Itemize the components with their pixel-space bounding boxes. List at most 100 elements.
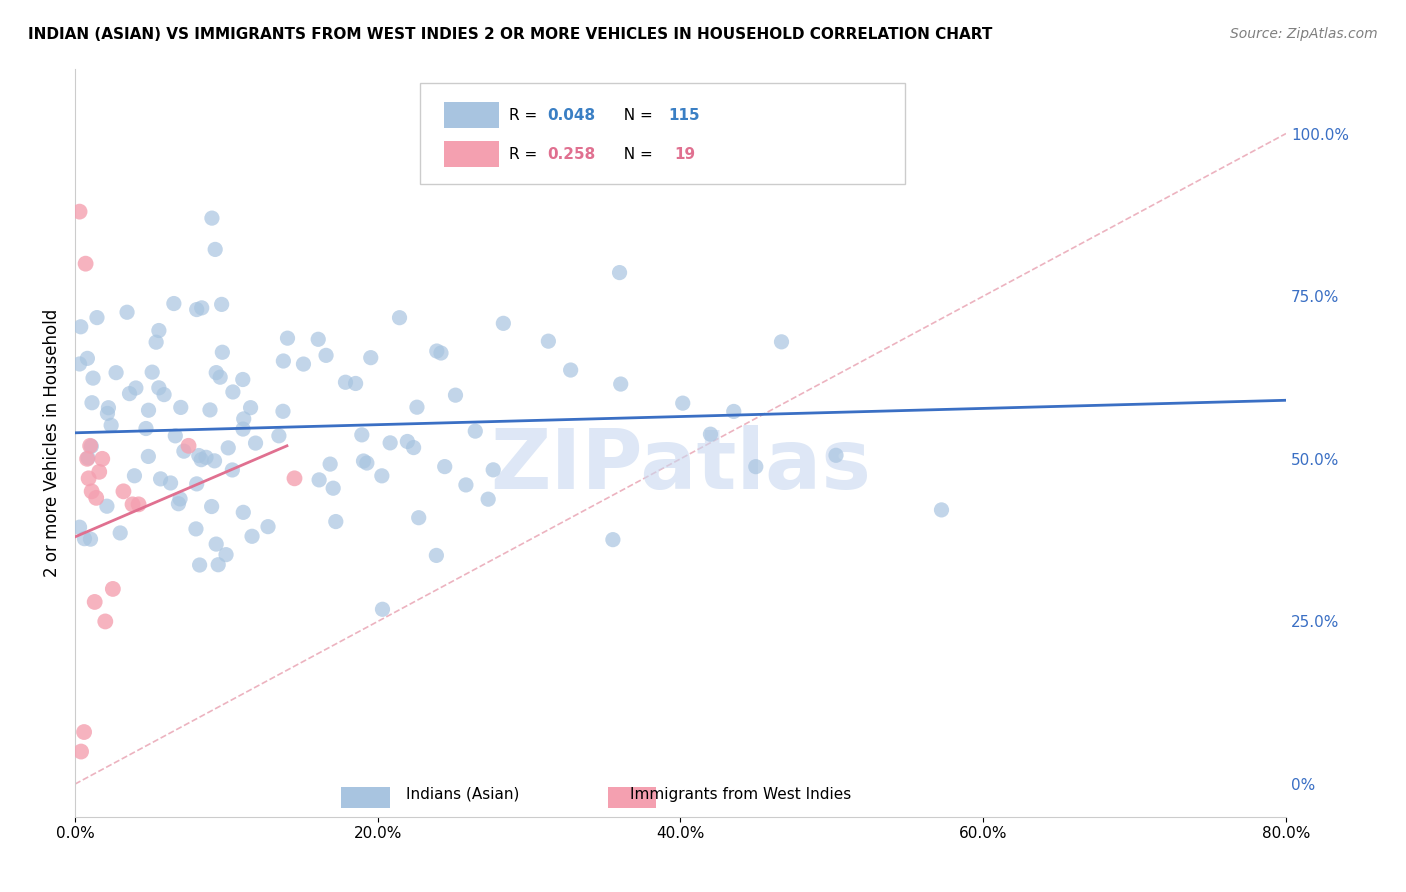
Point <box>232 372 254 386</box>
Text: Immigrants from West Indies: Immigrants from West Indies <box>630 787 852 802</box>
Point <box>267 429 290 443</box>
Point <box>165 429 187 443</box>
Point <box>770 334 793 349</box>
Point <box>135 421 157 435</box>
Point <box>77 471 100 485</box>
Point <box>190 301 212 315</box>
Text: N =: N = <box>614 147 658 162</box>
Point <box>186 302 208 317</box>
Point <box>94 615 117 629</box>
Point <box>204 454 226 468</box>
Point <box>79 532 101 546</box>
Point <box>356 456 378 470</box>
Text: R =: R = <box>509 147 541 162</box>
Point <box>177 439 200 453</box>
Point <box>141 365 163 379</box>
Point <box>118 386 141 401</box>
Point <box>204 243 226 257</box>
Point <box>699 427 721 442</box>
Point <box>167 497 190 511</box>
Point <box>105 366 128 380</box>
Point <box>205 537 228 551</box>
Point <box>80 484 103 499</box>
Point <box>482 463 505 477</box>
Point <box>112 484 135 499</box>
Point <box>108 525 131 540</box>
Point <box>215 548 238 562</box>
Text: Indians (Asian): Indians (Asian) <box>406 787 519 802</box>
Point <box>73 725 96 739</box>
Text: 19: 19 <box>675 147 696 162</box>
Point <box>425 549 447 563</box>
Text: 0.048: 0.048 <box>547 108 595 123</box>
Point <box>148 324 170 338</box>
Point <box>198 403 221 417</box>
Text: 115: 115 <box>668 108 700 123</box>
Point <box>69 520 91 534</box>
Point <box>79 439 101 453</box>
Point <box>239 401 262 415</box>
Point <box>86 310 108 325</box>
Point <box>80 396 103 410</box>
Point <box>138 450 160 464</box>
Point <box>211 345 233 359</box>
Point <box>169 491 191 506</box>
Point <box>825 448 848 462</box>
Point <box>240 529 263 543</box>
Point <box>609 266 631 280</box>
Point <box>82 371 104 385</box>
FancyBboxPatch shape <box>444 103 499 128</box>
Point <box>232 412 254 426</box>
Point <box>101 582 124 596</box>
Text: ZIPatlas: ZIPatlas <box>489 425 870 506</box>
Point <box>931 503 953 517</box>
Point <box>83 595 105 609</box>
Point <box>271 404 294 418</box>
Point <box>217 441 239 455</box>
Point <box>69 357 91 371</box>
Point <box>315 348 337 362</box>
Point <box>454 478 477 492</box>
Point <box>371 602 394 616</box>
Point <box>170 401 193 415</box>
Point <box>209 370 232 384</box>
Point <box>91 451 114 466</box>
Point <box>97 401 120 415</box>
Point <box>125 381 148 395</box>
Point <box>201 211 224 226</box>
Point <box>222 384 245 399</box>
Text: R =: R = <box>509 108 541 123</box>
Point <box>232 505 254 519</box>
Point <box>121 497 143 511</box>
Point <box>89 465 111 479</box>
Point <box>70 745 93 759</box>
Point <box>100 418 122 433</box>
Point <box>276 331 298 345</box>
Point <box>433 459 456 474</box>
Point <box>115 305 138 319</box>
Point <box>257 519 280 533</box>
Point <box>211 297 233 311</box>
Y-axis label: 2 or more Vehicles in Household: 2 or more Vehicles in Household <box>44 309 60 577</box>
Point <box>173 444 195 458</box>
Point <box>80 439 103 453</box>
Point <box>319 457 342 471</box>
Point <box>308 473 330 487</box>
Point <box>292 357 315 371</box>
Point <box>128 497 150 511</box>
Point <box>190 452 212 467</box>
Point <box>371 468 394 483</box>
Point <box>186 476 208 491</box>
Point <box>76 451 98 466</box>
Point <box>96 499 118 513</box>
Point <box>560 363 582 377</box>
Point <box>188 558 211 572</box>
Point <box>84 491 107 505</box>
Point <box>408 510 430 524</box>
Point <box>232 422 254 436</box>
Point <box>378 435 401 450</box>
Point <box>402 441 425 455</box>
Point <box>145 335 167 350</box>
Point <box>124 468 146 483</box>
Point <box>477 492 499 507</box>
